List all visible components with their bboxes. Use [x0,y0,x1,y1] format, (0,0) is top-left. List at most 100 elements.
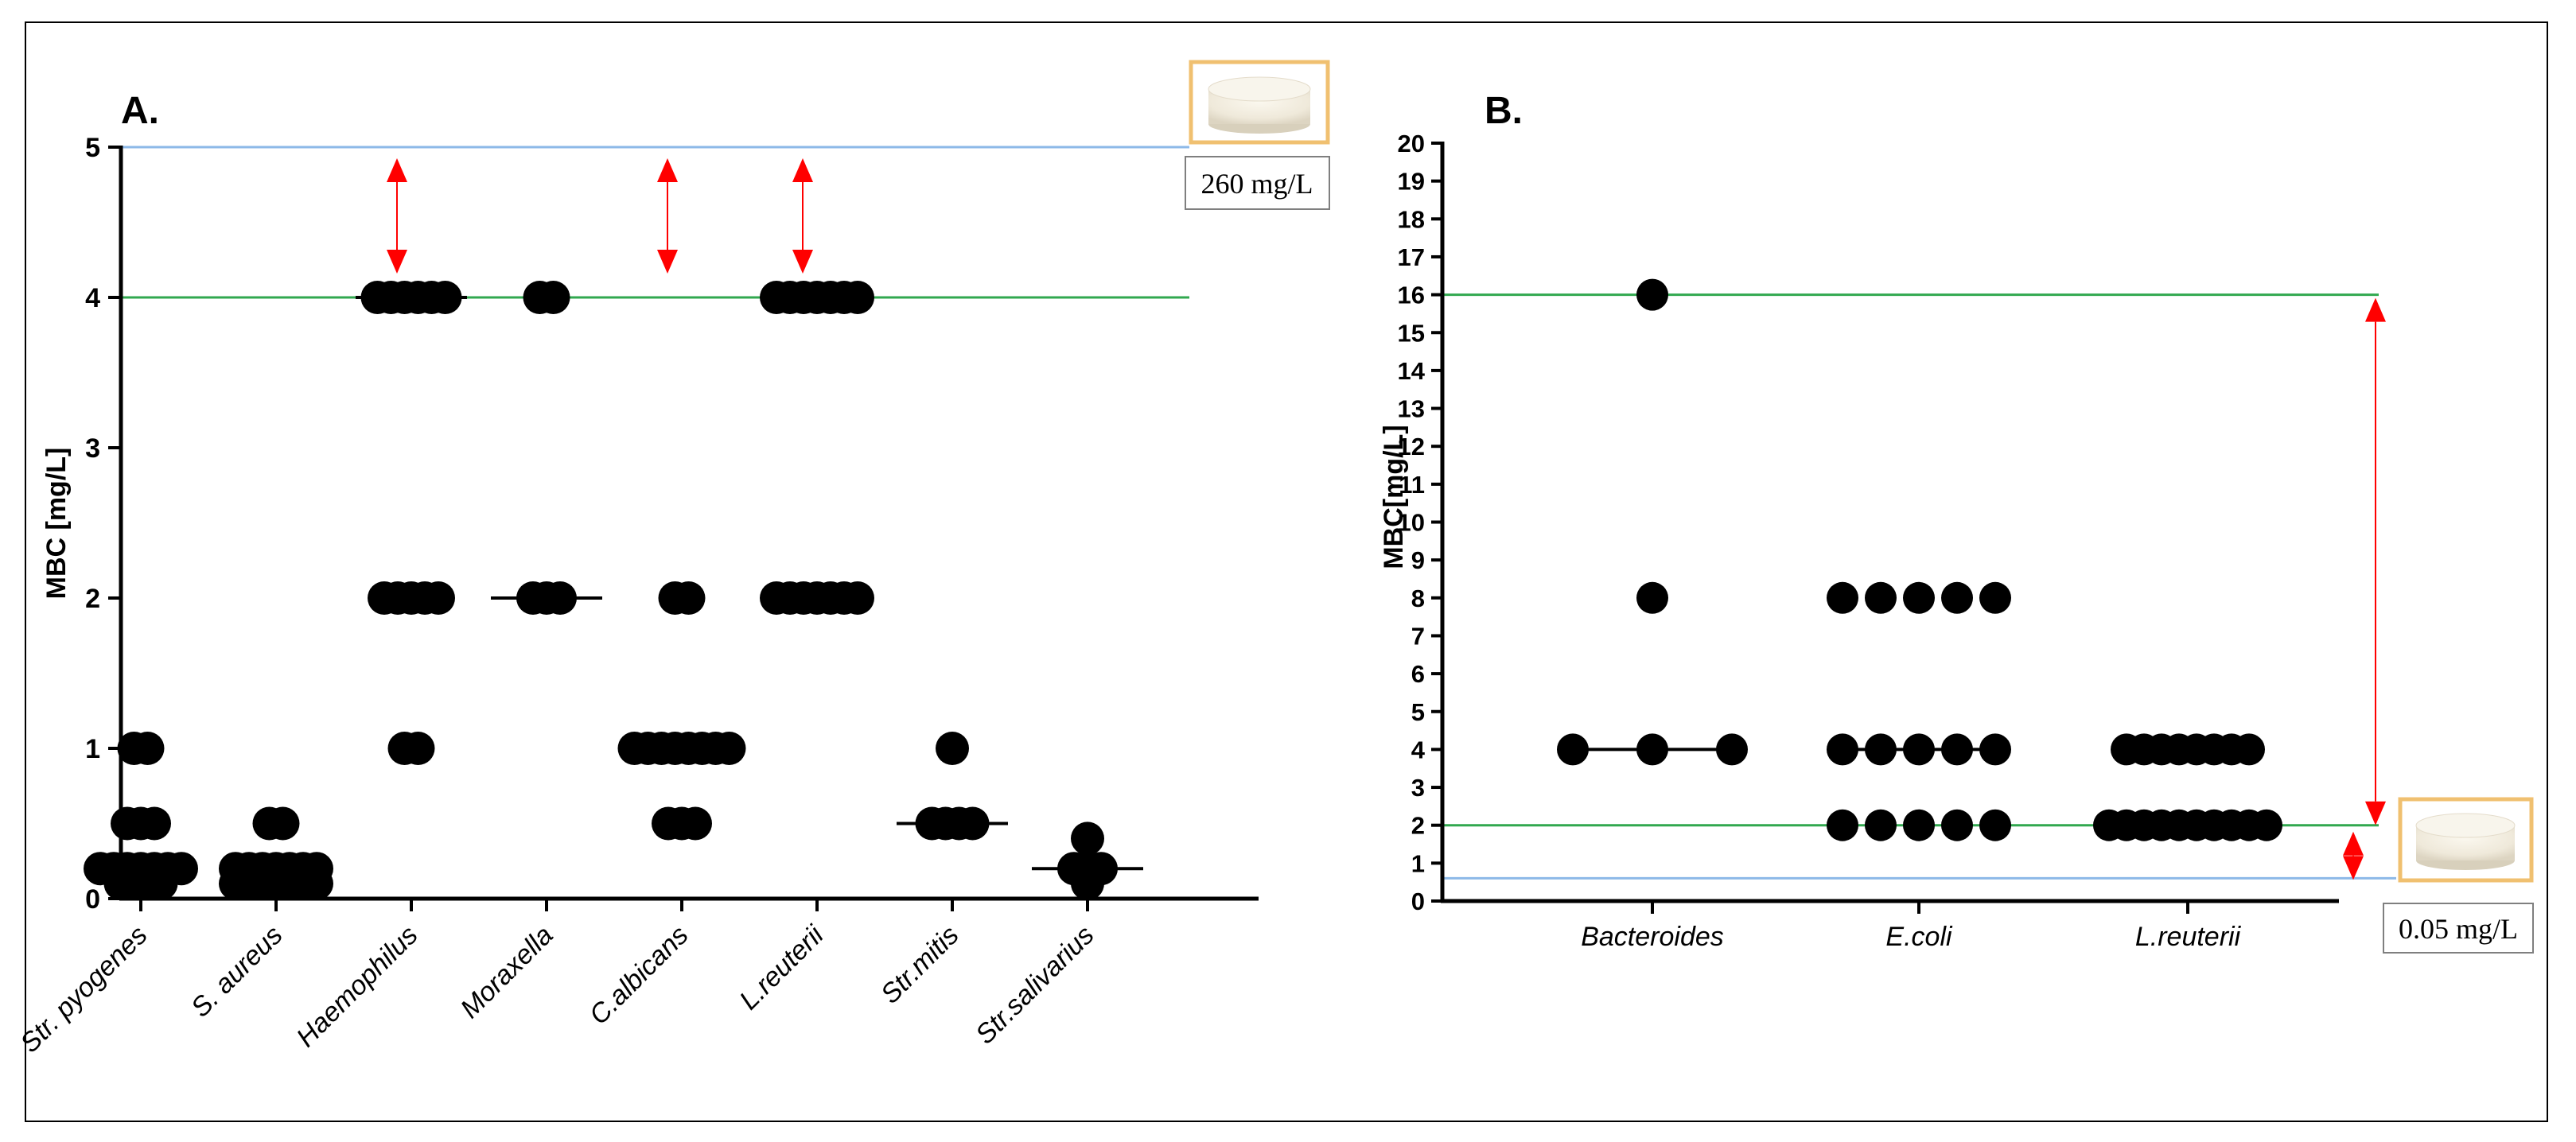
panel-a-category-label: Str.salivarius [970,920,1100,1051]
panel-b-category-label: E.coli [1885,922,1953,952]
panel-b-data-point [1827,581,1858,614]
panel-a-data-point [536,281,570,314]
panel-a-data-point [144,867,178,901]
panel-a-data-point [1071,867,1104,901]
panel-a-label: A. [121,90,159,132]
panel-b-data-point [1979,581,2011,614]
panel-a-data-point [679,806,712,841]
panel-b-data-point [1865,733,1897,766]
panel-b-y-tick-label: 3 [1411,774,1425,802]
panel-a-points [84,281,1118,901]
panel-a-data-point [955,806,990,841]
panel-a-category-label: Str.mitis [875,920,965,1010]
panel-b-annotation-box [2383,903,2534,954]
panel-b-y-tick-label: 12 [1398,433,1425,460]
panel-b-y-tick-label: 1 [1411,849,1425,877]
panel-b-y-tick-label: 16 [1398,282,1425,309]
panel-b-data-point [1865,809,1897,841]
panel-a-data-point [428,281,462,314]
panel-b-y-tick-label: 9 [1411,546,1425,574]
panel-a-data-point [936,732,969,765]
panel-a-annotation-box [1185,156,1330,210]
panel-a-arrows [387,158,813,274]
panel-b-y-tick-label: 18 [1398,205,1425,233]
panel-b-data-point [1979,733,2011,766]
panel-a-category-label: C.albicans [584,920,695,1031]
panel-a-category-label: S. aureus [185,920,289,1024]
panel-b-y-tick-label: 5 [1411,698,1425,726]
panel-b-data-point [1865,581,1897,614]
panel-b-points [1557,278,2282,841]
panel-a-data-point [422,581,455,615]
panel-b-y-tick-label: 17 [1398,243,1425,271]
panel-b-y-tick-label: 19 [1398,168,1425,196]
panel-b-data-point [1827,733,1858,766]
panel-a-y-tick-label: 5 [85,133,100,163]
panel-b-y-tick-label: 11 [1399,471,1425,499]
panel-b-data-point [1716,733,1748,766]
panel-b-tablet-image [2398,797,2534,883]
panel-a-tablet-image [1189,60,1330,145]
panel-a-category-label: Haemophilus [290,920,423,1053]
panel-b-y-tick-label: 8 [1411,585,1425,612]
panel-a-data-point [138,806,171,841]
panel-b-label: B. [1485,90,1523,132]
panel-a-range-arrow-head-up [657,158,678,182]
panel-b-y-tick-label: 7 [1411,622,1425,650]
panel-a-category-label: L.reuterii [733,919,830,1016]
panel-b-lower-arrow-head-down [2343,856,2364,880]
panel-a-category-label: Moraxella [455,920,559,1024]
panel-b-range-arrow-head-up [2365,297,2386,322]
panel-b-y-tick-label: 13 [1398,395,1425,423]
panel-a-range-arrow-head-down [387,250,407,274]
figure-frame [25,21,2548,1122]
panel-a-data-point [841,581,874,615]
panel-a-reference-lines [121,146,1189,299]
panel-a-data-point [266,806,300,841]
panel-b-data-point [2251,809,2282,841]
panel-b-range-arrow-head-down [2365,801,2386,825]
panel-b-data-point [1903,733,1935,766]
panel-b-y-tick-label: 2 [1411,812,1425,840]
panel-a-y-tick-label: 4 [85,283,100,313]
panel-a-data-point [543,581,577,615]
panel-a-data-point [1071,822,1104,856]
panel-a-axes: 0 1 2 3 4 5 [85,133,1259,915]
panel-a-category-label: Str. pyogenes [14,920,153,1058]
panel-a-y-tick-label: 1 [85,734,100,764]
panel-b-category-label: Bacteroides [1581,922,1724,952]
panel-b-category-labels: Bacteroides E.coli L.reuterii [1581,922,2241,952]
panel-b-data-point [2233,733,2265,766]
panel-b-data-point [1979,809,2011,841]
panel-b-lower-arrow-head-up [2343,831,2364,856]
panel-b-y-tick-label: 15 [1398,319,1425,347]
panel-b-annotation: 0.05 mg/L [2399,913,2518,945]
panel-a-data-point [130,732,165,765]
panel-b-data-point [1903,809,1935,841]
panel-a-y-tick-label: 3 [85,433,100,464]
panel-b-data-point [1941,733,1973,766]
panel-a-range-arrow-head-up [387,158,407,182]
panel-a-y-tick-label: 2 [85,584,100,614]
panel-a-y-axis-label: MBC [mg/L] [41,448,72,600]
panel-a-data-point [300,867,333,901]
panel-a-data-point [712,732,746,765]
panel-b-category-label: L.reuterii [2135,922,2242,952]
panel-b-data-point [1636,581,1668,614]
panel-a-range-arrow-head-up [792,158,813,182]
panel-b-y-tick-label: 4 [1411,736,1426,763]
panel-b-data-point [1557,733,1589,766]
panel-a-data-point [841,281,874,314]
panel-b-data-point [1903,581,1935,614]
panel-b-y-tick-label: 14 [1398,357,1426,385]
panel-b-y-tick-label: 20 [1398,130,1425,157]
panel-b-data-point [1636,278,1668,311]
panel-a-medians [85,296,1143,871]
panel-b-data-point [1941,581,1973,614]
panel-a: A. 0 1 2 3 4 5 Str. pyogenes S. aureus Haemophi… [14,60,1330,1058]
panel-b-data-point [1941,809,1973,841]
panel-a-data-point [671,581,706,615]
